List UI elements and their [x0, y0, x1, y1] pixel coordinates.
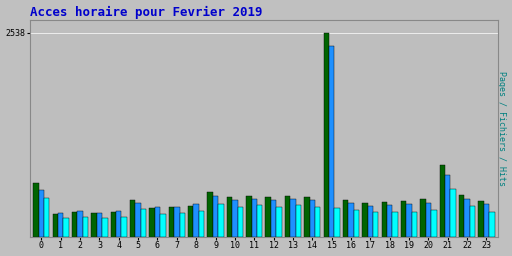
- Bar: [227, 197, 232, 237]
- Bar: [72, 211, 77, 237]
- Bar: [310, 200, 315, 237]
- Bar: [440, 165, 445, 237]
- Bar: [135, 204, 141, 237]
- Bar: [489, 211, 495, 237]
- Bar: [116, 211, 121, 237]
- Bar: [362, 204, 368, 237]
- Bar: [238, 207, 243, 237]
- Bar: [251, 199, 257, 237]
- Bar: [373, 212, 378, 237]
- Bar: [44, 198, 50, 237]
- Bar: [431, 210, 437, 237]
- Bar: [271, 200, 276, 237]
- Bar: [232, 200, 238, 237]
- Bar: [53, 214, 58, 237]
- Bar: [180, 213, 185, 237]
- Bar: [451, 189, 456, 237]
- Bar: [420, 199, 425, 237]
- Bar: [329, 46, 334, 237]
- Bar: [188, 206, 194, 237]
- Bar: [285, 196, 290, 237]
- Bar: [265, 197, 271, 237]
- Y-axis label: Pages / Fichiers / Hits: Pages / Fichiers / Hits: [498, 71, 506, 186]
- Bar: [412, 211, 417, 237]
- Bar: [155, 207, 160, 237]
- Bar: [381, 202, 387, 237]
- Bar: [121, 217, 127, 237]
- Bar: [459, 195, 464, 237]
- Bar: [304, 197, 310, 237]
- Bar: [425, 203, 431, 237]
- Bar: [295, 206, 301, 237]
- Bar: [464, 199, 470, 237]
- Bar: [77, 211, 83, 237]
- Bar: [111, 212, 116, 237]
- Bar: [168, 207, 174, 237]
- Bar: [290, 199, 295, 237]
- Bar: [478, 201, 484, 237]
- Bar: [194, 204, 199, 237]
- Bar: [91, 213, 97, 237]
- Bar: [407, 204, 412, 237]
- Bar: [401, 201, 407, 237]
- Bar: [218, 204, 224, 237]
- Bar: [38, 190, 44, 237]
- Bar: [392, 212, 398, 237]
- Bar: [207, 192, 213, 237]
- Bar: [315, 207, 321, 237]
- Bar: [276, 207, 282, 237]
- Bar: [174, 207, 180, 237]
- Bar: [368, 206, 373, 237]
- Bar: [445, 175, 451, 237]
- Bar: [470, 206, 475, 237]
- Bar: [343, 200, 348, 237]
- Bar: [484, 204, 489, 237]
- Bar: [334, 208, 340, 237]
- Bar: [97, 213, 102, 237]
- Bar: [130, 200, 135, 237]
- Bar: [83, 217, 88, 237]
- Bar: [58, 213, 63, 237]
- Bar: [324, 33, 329, 237]
- Bar: [150, 208, 155, 237]
- Bar: [348, 203, 354, 237]
- Bar: [257, 206, 262, 237]
- Bar: [141, 209, 146, 237]
- Bar: [33, 183, 38, 237]
- Bar: [213, 196, 218, 237]
- Bar: [354, 210, 359, 237]
- Bar: [246, 196, 251, 237]
- Text: Acces horaire pour Fevrier 2019: Acces horaire pour Fevrier 2019: [30, 6, 262, 19]
- Bar: [387, 205, 392, 237]
- Bar: [102, 218, 108, 237]
- Bar: [160, 214, 165, 237]
- Bar: [199, 211, 204, 237]
- Bar: [63, 218, 69, 237]
